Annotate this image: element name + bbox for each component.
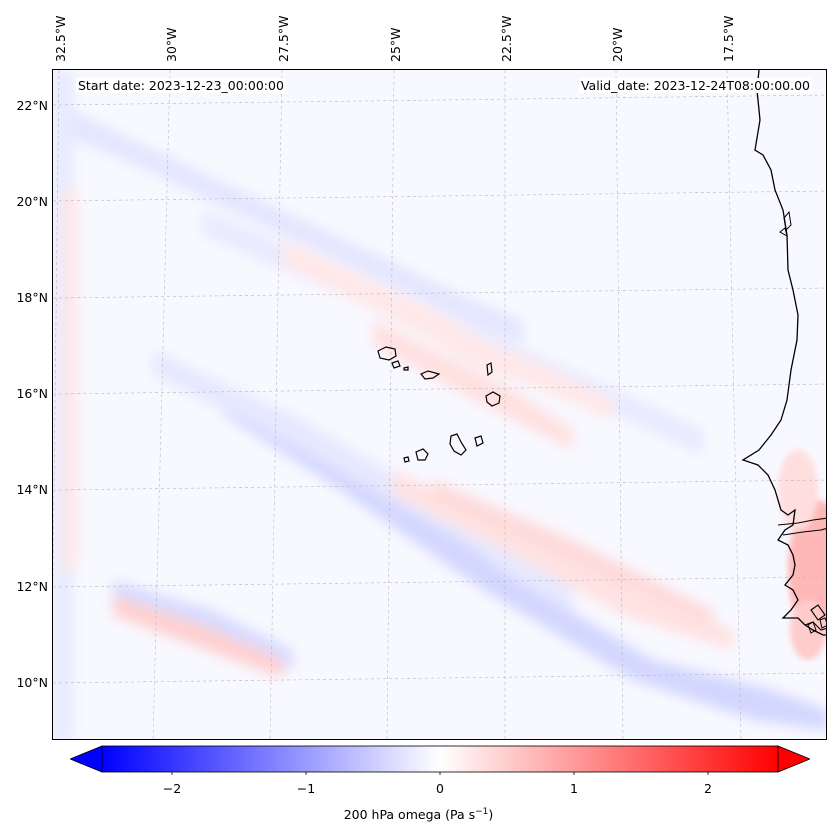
map-panel	[52, 69, 827, 740]
colorbar-gradient	[101, 745, 779, 773]
colorbar-arrow-high	[777, 745, 810, 773]
island-sao-vicente	[391, 360, 401, 369]
gridline-30w	[152, 70, 171, 739]
lon-label-17-5w: 17.5°W	[721, 15, 736, 62]
cape-verde-islands	[377, 346, 501, 463]
island-sal	[486, 362, 493, 377]
island-santa-luzia	[403, 366, 409, 371]
island-fogo	[415, 448, 429, 461]
gridline-20w	[615, 70, 624, 739]
gridline-17-5w	[726, 70, 742, 739]
lat-label-16n: 16°N	[16, 386, 48, 401]
coastline-guinea-bissau	[804, 604, 826, 631]
island-boa-vista	[485, 391, 501, 407]
lat-label-18n: 18°N	[16, 290, 48, 305]
colorbar-tick-label-0: 0	[436, 781, 444, 796]
coastal-anomaly	[778, 450, 826, 660]
gridline-27-5w	[269, 70, 283, 739]
colorbar-tick-label-neg1: −1	[296, 781, 316, 796]
lat-label-12n: 12°N	[16, 579, 48, 594]
lon-label-20w: 20°W	[610, 27, 625, 62]
ascent-band-2	[373, 320, 573, 450]
coastal-ascent-south	[790, 600, 826, 660]
ascent-band-1	[283, 240, 613, 420]
island-brava	[403, 456, 410, 463]
start-date-label: Start date: 2023-12-23_00:00:00	[76, 78, 286, 93]
island-santiago	[449, 433, 467, 456]
island-sao-nicolau	[420, 370, 441, 380]
coastal-ascent-halo	[778, 450, 818, 530]
lon-label-32-5w: 32.5°W	[53, 15, 68, 62]
lon-label-22-5w: 22.5°W	[499, 15, 514, 62]
lon-label-25w: 25°W	[388, 27, 403, 62]
graticule	[53, 70, 826, 739]
descent-band-1	[73, 110, 523, 345]
coastline-gambia-inlet	[777, 517, 826, 536]
lon-label-30w: 30°W	[164, 27, 179, 62]
colorbar-label-text: 200 hPa omega (Pa s	[343, 807, 476, 823]
ascent-band-4	[113, 595, 283, 678]
lat-label-14n: 14°N	[16, 482, 48, 497]
coastline-west-africa	[741, 70, 826, 636]
coastline-islets	[779, 210, 826, 634]
colorbar-label-exponent: −1	[475, 807, 489, 817]
descent-band-3	[153, 350, 573, 610]
gridline-25w	[386, 70, 395, 739]
island-maio	[474, 435, 484, 447]
lon-label-27-5w: 27.5°W	[276, 15, 291, 62]
valid-date-label: Valid_date: 2023-12-24T08:00:00.00	[578, 78, 812, 93]
lat-label-22n: 22°N	[16, 98, 48, 113]
island-santo-antao	[377, 346, 397, 361]
omega-field-map	[53, 70, 826, 739]
colorbar-tick-label-1: 1	[570, 781, 578, 796]
lat-label-10n: 10°N	[16, 675, 48, 690]
ascent-band-5	[433, 480, 713, 625]
colorbar-tick-marks	[171, 772, 709, 775]
colorbar-tick-label-neg2: −2	[162, 781, 182, 796]
colorbar-label: 200 hPa omega (Pa s−1)	[0, 807, 837, 822]
colorbar	[70, 745, 810, 775]
colorbar-tick-label-2: 2	[704, 781, 712, 796]
lat-label-20n: 20°N	[16, 194, 48, 209]
colorbar-arrow-low	[70, 745, 103, 773]
colorbar-label-close: )	[488, 807, 494, 823]
omega-wave-bands	[53, 70, 826, 739]
edge-band-left-red	[63, 190, 77, 570]
